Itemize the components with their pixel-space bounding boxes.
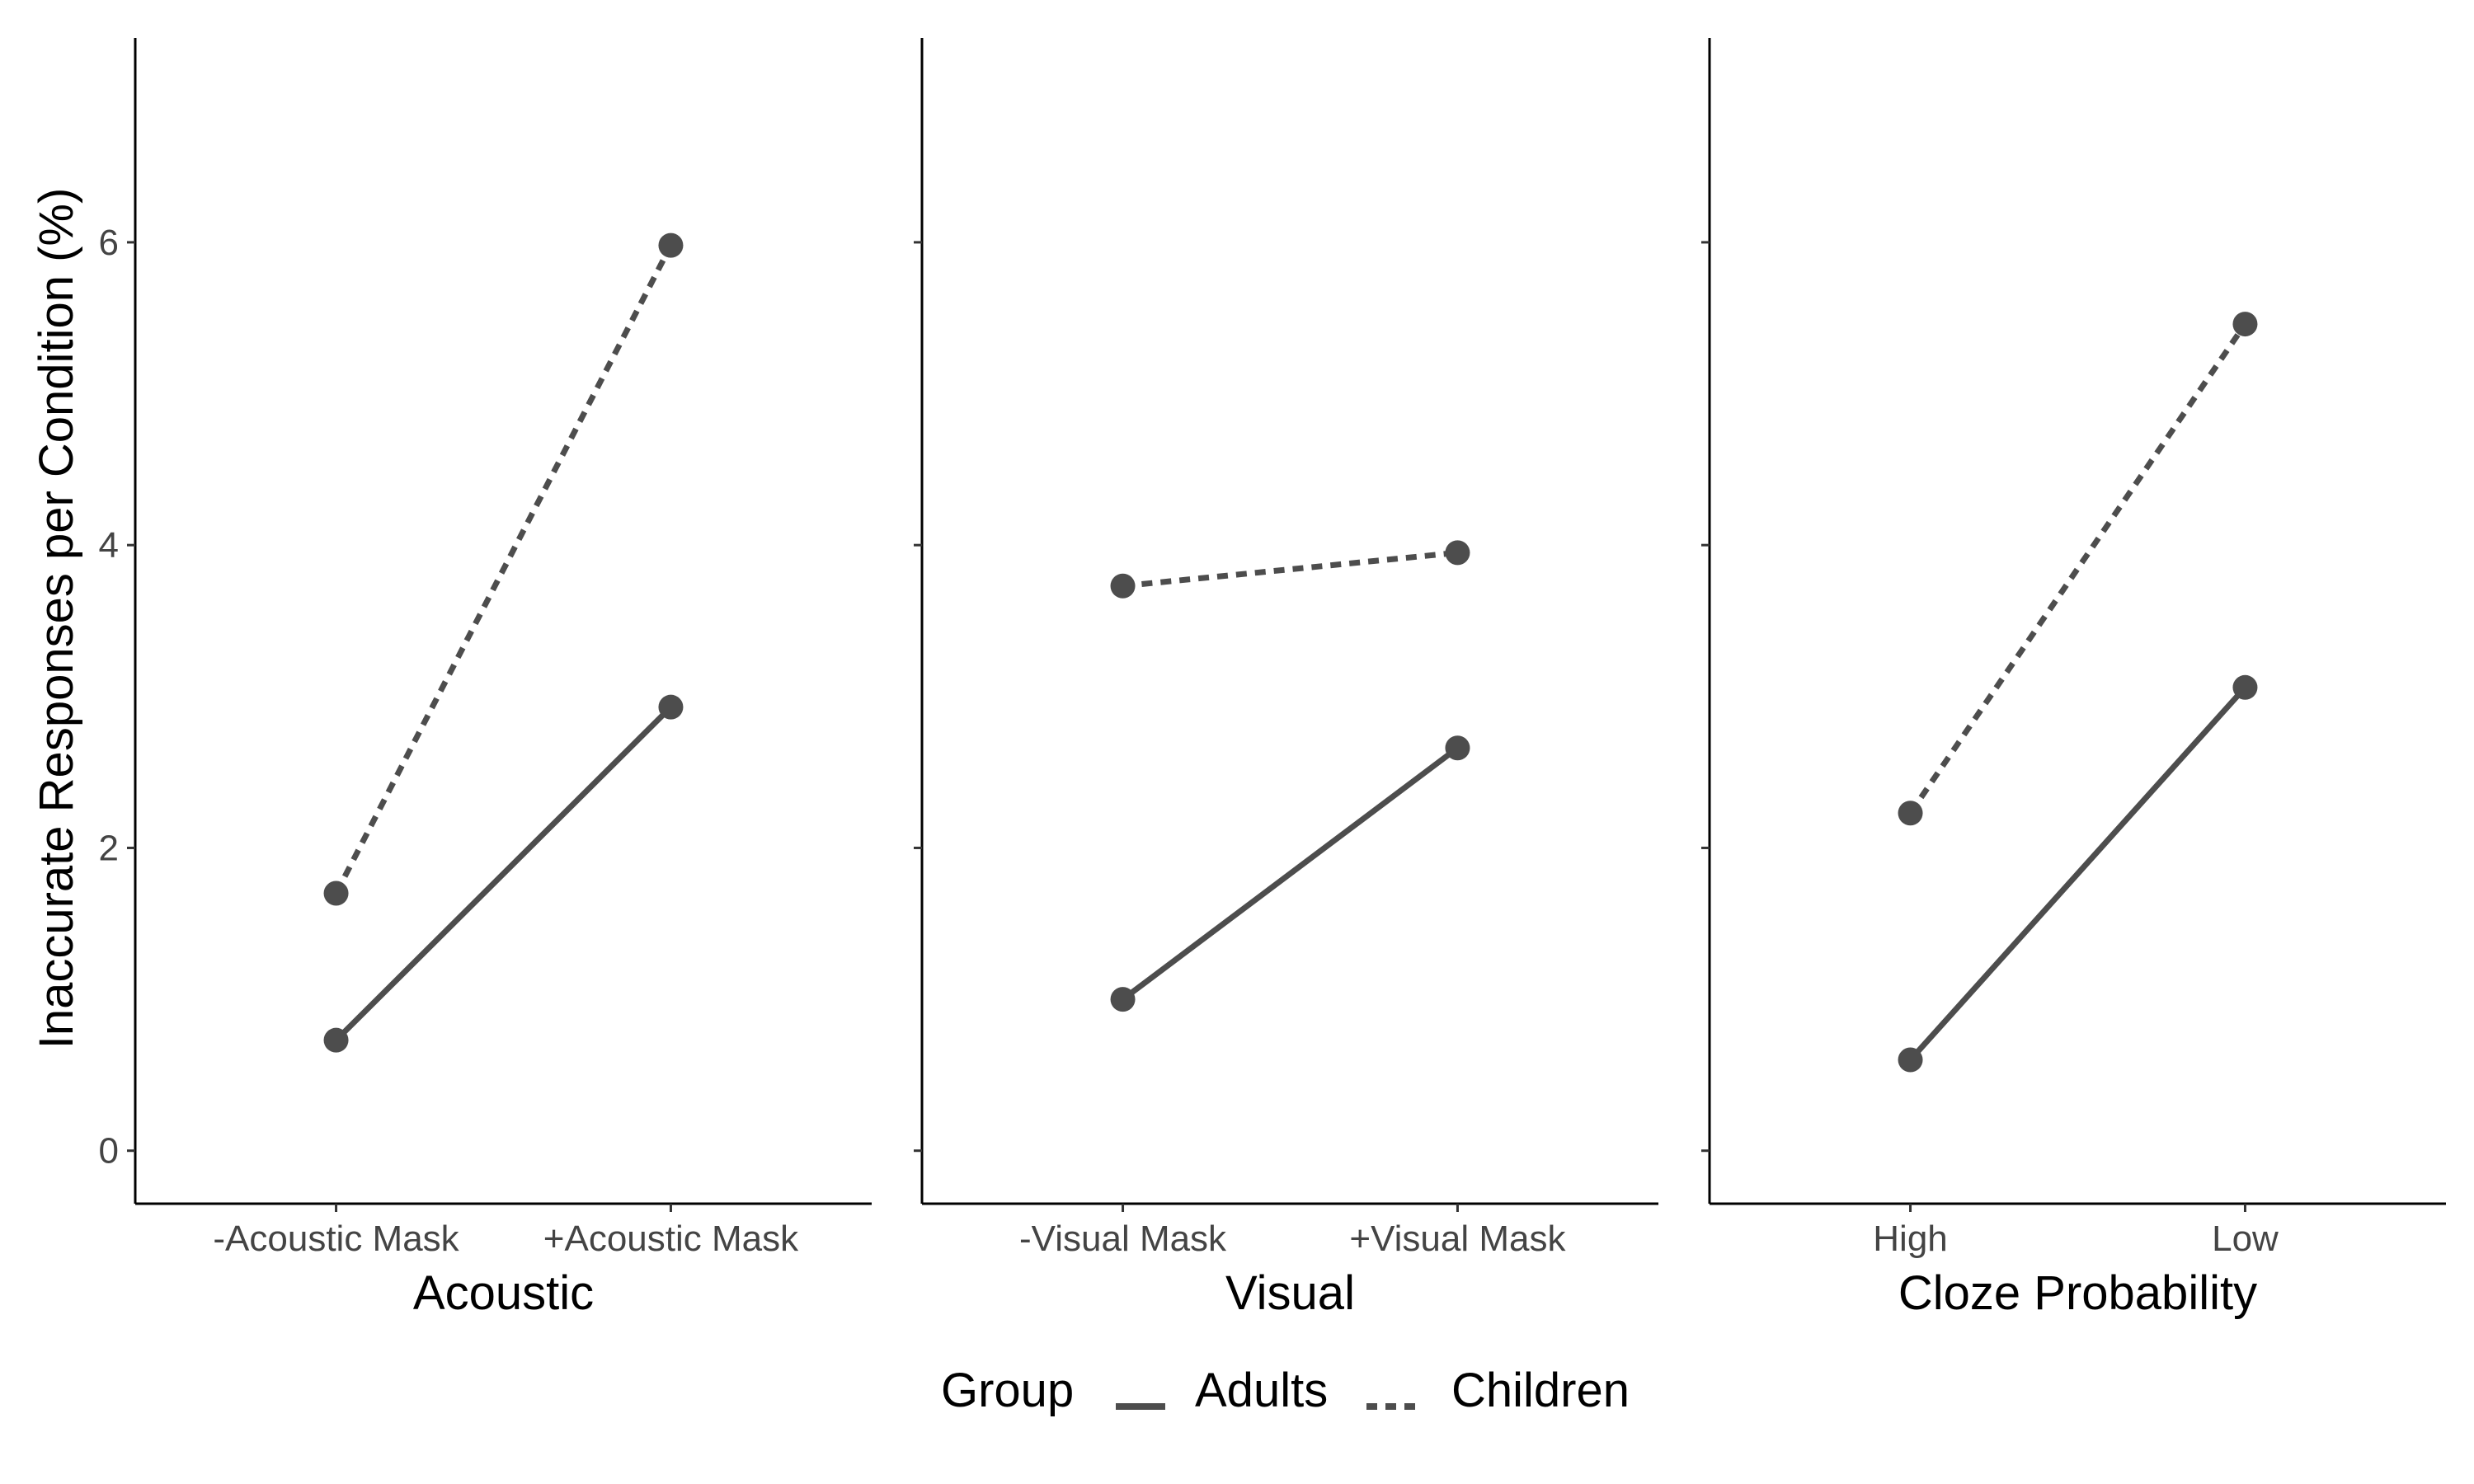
y-tick-label: 2 (99, 828, 119, 868)
point-adults-1 (323, 1027, 349, 1053)
series-line-children (333, 243, 674, 895)
point-children-2 (1445, 540, 1470, 566)
point-children-2 (2232, 312, 2258, 337)
y-tick-label: 0 (99, 1131, 119, 1172)
legend-label-children: Children (1451, 1364, 1630, 1417)
x-tick-label: High (1873, 1219, 1948, 1259)
x-tick-label: +Visual Mask (1349, 1219, 1566, 1259)
panel-2: -Visual Mask +Visual Mask Visual (914, 38, 1658, 1320)
series-line-adults (1907, 685, 2248, 1062)
panel-1: 0 2 4 6 -Acoustic Mask +Acoustic Mask Acoustic (99, 38, 872, 1320)
x-tick-label: -Visual Mask (1019, 1219, 1227, 1259)
x-axis-title: Acoustic (413, 1266, 594, 1320)
point-adults-1 (1110, 987, 1136, 1012)
series-line-children (1907, 322, 2248, 815)
x-tick-label: -Acoustic Mask (213, 1219, 459, 1259)
legend-label-adults: Adults (1195, 1364, 1328, 1417)
y-tick-label: 6 (99, 223, 119, 263)
panel-3: High Low Cloze Probability (1701, 38, 2446, 1320)
x-axis-title: Visual (1225, 1266, 1355, 1320)
series-line-adults (1121, 745, 1460, 1002)
x-tick-label: Low (2212, 1219, 2279, 1259)
point-children-1 (323, 881, 349, 906)
y-tick-label: 4 (99, 525, 119, 566)
point-children-1 (1898, 801, 1923, 826)
x-tick-label: +Acoustic Mask (543, 1219, 799, 1259)
point-adults-1 (1898, 1047, 1923, 1073)
x-axis-title: Cloze Probability (1898, 1266, 2257, 1320)
point-children-2 (658, 232, 684, 258)
legend: Group Adults Children (941, 1364, 1630, 1417)
series-line-adults (334, 705, 673, 1043)
point-adults-2 (2232, 674, 2258, 700)
point-adults-2 (1445, 735, 1470, 761)
point-children-1 (1110, 573, 1136, 599)
y-axis-title: Inaccurate Responses per Condition (%) (30, 188, 83, 1050)
legend-title: Group (941, 1364, 1074, 1417)
point-adults-2 (658, 694, 684, 720)
panels: 0 2 4 6 -Acoustic Mask +Acoustic Mask Acoustic… (99, 38, 2446, 1320)
